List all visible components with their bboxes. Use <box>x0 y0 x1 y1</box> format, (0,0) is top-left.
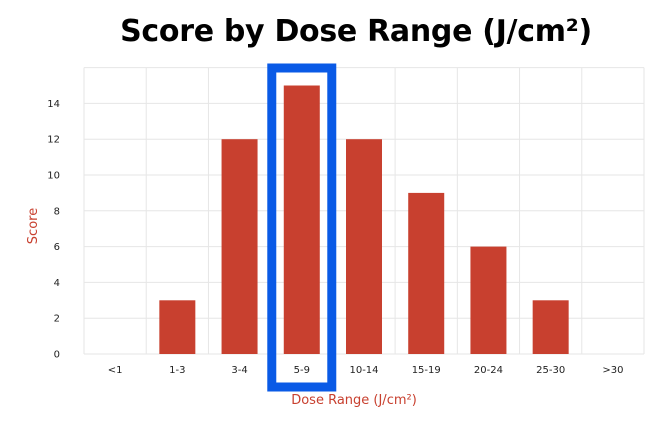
bar <box>159 300 196 354</box>
x-tick-label: 5-9 <box>294 365 310 376</box>
bar <box>283 85 320 354</box>
highlight-box <box>267 63 337 392</box>
bar <box>221 139 258 354</box>
chart-title: Score by Dose Range (J/cm²) <box>120 14 592 49</box>
x-tick-label: 15-19 <box>412 365 441 376</box>
y-tick-label: 8 <box>54 206 60 217</box>
y-tick-label: 0 <box>54 350 60 361</box>
x-axis-label: Dose Range (J/cm²) <box>291 393 417 408</box>
x-tick-label: 10-14 <box>349 365 378 376</box>
y-tick-label: 12 <box>47 135 60 146</box>
bar <box>346 139 382 354</box>
y-axis-ticks: 0 2 4 6 8 10 12 14 <box>47 99 60 361</box>
x-tick-label: >30 <box>602 365 623 376</box>
y-tick-label: 10 <box>47 171 60 182</box>
bar <box>408 192 445 354</box>
y-tick-label: 14 <box>47 99 60 110</box>
y-tick-label: 6 <box>54 242 60 253</box>
x-axis-ticks: <1 1-3 3-4 5-9 10-14 15-19 20-24 25-30 >30 <box>108 365 624 376</box>
y-tick-label: 4 <box>54 278 60 289</box>
bar <box>470 246 507 354</box>
x-tick-label: 1-3 <box>169 365 185 376</box>
bar <box>532 300 569 354</box>
x-tick-label: <1 <box>108 365 123 376</box>
x-tick-label: 20-24 <box>474 365 503 376</box>
x-tick-label: 25-30 <box>536 365 565 376</box>
x-tick-label: 3-4 <box>231 365 247 376</box>
y-tick-label: 2 <box>54 314 60 325</box>
bars <box>159 85 569 354</box>
y-axis-label: Score <box>26 208 41 244</box>
